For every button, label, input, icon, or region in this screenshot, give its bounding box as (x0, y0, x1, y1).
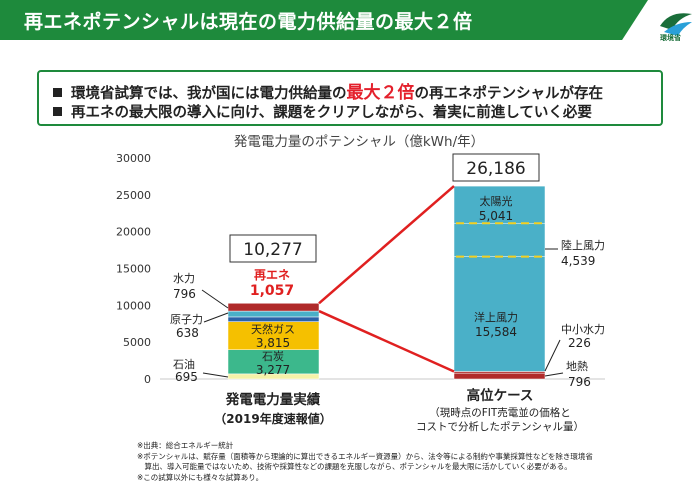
page-title: 再エネポテンシャルは現在の電力供給量の最大２倍 (24, 11, 473, 33)
bar-segment (227, 316, 320, 322)
summary-bullet-2: 再エネの最大限の導入に向け、課題をクリアしながら、着実に前進していく必要 (53, 101, 592, 122)
connector-line-top (318, 185, 455, 305)
segment-value-label: 15,584 (475, 325, 517, 339)
segment-value-label: 3,815 (256, 336, 290, 350)
bullet-1-text: 環境省試算では、我が国には電力供給量の (71, 86, 347, 102)
y-tick-label: 30000 (116, 152, 151, 165)
footnotes: ※出典：総合エネルギー統計 ※ポテンシャルは、賦存量（面積等から理論的に算出でき… (137, 441, 593, 483)
bullet-1-highlight: 最大２倍 (346, 83, 415, 103)
bar-segment (227, 303, 320, 312)
bar-1-total-label: 10,277 (243, 240, 302, 260)
y-tick-label: 0 (144, 373, 151, 386)
bar-2-category-label: 高位ケース (467, 387, 534, 404)
segment-value-label: 226 (568, 336, 591, 350)
leader-line (201, 289, 229, 309)
leader-line (202, 372, 229, 378)
ministry-logo-text: 環境省 (660, 34, 681, 42)
segment-value-label: 1,057 (250, 283, 294, 299)
bar-segment (453, 256, 546, 372)
segment-name-label: 原子力 (170, 313, 203, 326)
bar-segment (453, 222, 546, 257)
y-tick-label: 25000 (116, 189, 151, 202)
segment-value-label: 695 (175, 370, 198, 384)
summary-bullet-1: 環境省試算では、我が国には電力供給量の最大２倍の再エネポテンシャルが存在 (53, 78, 603, 103)
segment-name-label: 洋上風力 (474, 310, 518, 324)
segment-name-label: 陸上風力 (561, 239, 605, 252)
bullet-square-icon (53, 107, 62, 116)
segment-name-label: 石油 (173, 357, 195, 371)
leader-line (203, 312, 229, 323)
footnote-line: ※ポテンシャルは、賦存量（面積等から理論的に算出できるエネルギー資源量）から、法… (137, 451, 593, 461)
segment-value-label: 3,277 (256, 363, 290, 377)
y-tick-label: 10000 (116, 299, 151, 312)
segment-value-label: 796 (173, 287, 196, 301)
bullet-1-text-end: の再エネポテンシャルが存在 (414, 86, 604, 102)
segment-value-label: 796 (568, 375, 591, 389)
segment-value-label: 638 (176, 326, 199, 340)
bar-segment (453, 372, 546, 380)
segment-name-label: 中小水力 (561, 323, 605, 336)
segment-name-label: 石炭 (262, 350, 284, 363)
y-tick-label: 20000 (116, 226, 151, 239)
chart-title: 発電電力量のポテンシャル（億kWh/年） (234, 134, 484, 150)
bar-2-total-label-box (452, 153, 540, 182)
connector-line-bottom (318, 309, 455, 373)
ministry-logo-icon (660, 13, 692, 36)
y-tick-label: 15000 (116, 263, 151, 276)
y-tick-label: 5000 (123, 336, 151, 349)
segment-name-label: 太陽光 (480, 194, 513, 208)
bar-segment (227, 310, 320, 318)
bar-2-total-label: 26,186 (466, 159, 525, 179)
segment-value-label: 5,041 (479, 209, 513, 223)
header-bar (0, 0, 648, 40)
segment-name-label: 地熱 (566, 360, 588, 373)
segment-name-label: 天然ガス (251, 322, 295, 336)
leader-line (544, 339, 561, 372)
footnote-line: ※出典：総合エネルギー統計 (137, 441, 234, 450)
bar-1-sublabel: （2019年度速報値） (214, 411, 331, 426)
bullet-square-icon (53, 88, 62, 97)
bar-2-sublabel: （現時点のFIT売電並の価格と (429, 406, 571, 419)
bar-2-sublabel: コストで分析したポテンシャル量） (416, 420, 584, 433)
footnote-line: 算出、導入可能量ではないため、技術や採算性などの課題を克服しながら、ポテンシャル… (137, 462, 572, 471)
bar-1-category-label: 発電電力量実績 (225, 391, 321, 408)
segment-name-label: 水力 (173, 272, 195, 285)
bullet-2-text: 再エネの最大限の導入に向け、課題をクリアしながら、着実に前進していく必要 (71, 105, 592, 121)
bar-1-total-label-box (229, 234, 317, 263)
summary-box: 環境省試算では、我が国には電力供給量の最大２倍の再エネポテンシャルが存在 再エネ… (37, 70, 663, 126)
footnote-line: ※この試算以外にも様々な試算あり。 (137, 472, 264, 482)
bar-segment (453, 185, 546, 224)
segment-value-label: 4,539 (561, 254, 595, 268)
segment-name-label: 再エネ (254, 268, 290, 282)
leader-line (544, 372, 564, 377)
